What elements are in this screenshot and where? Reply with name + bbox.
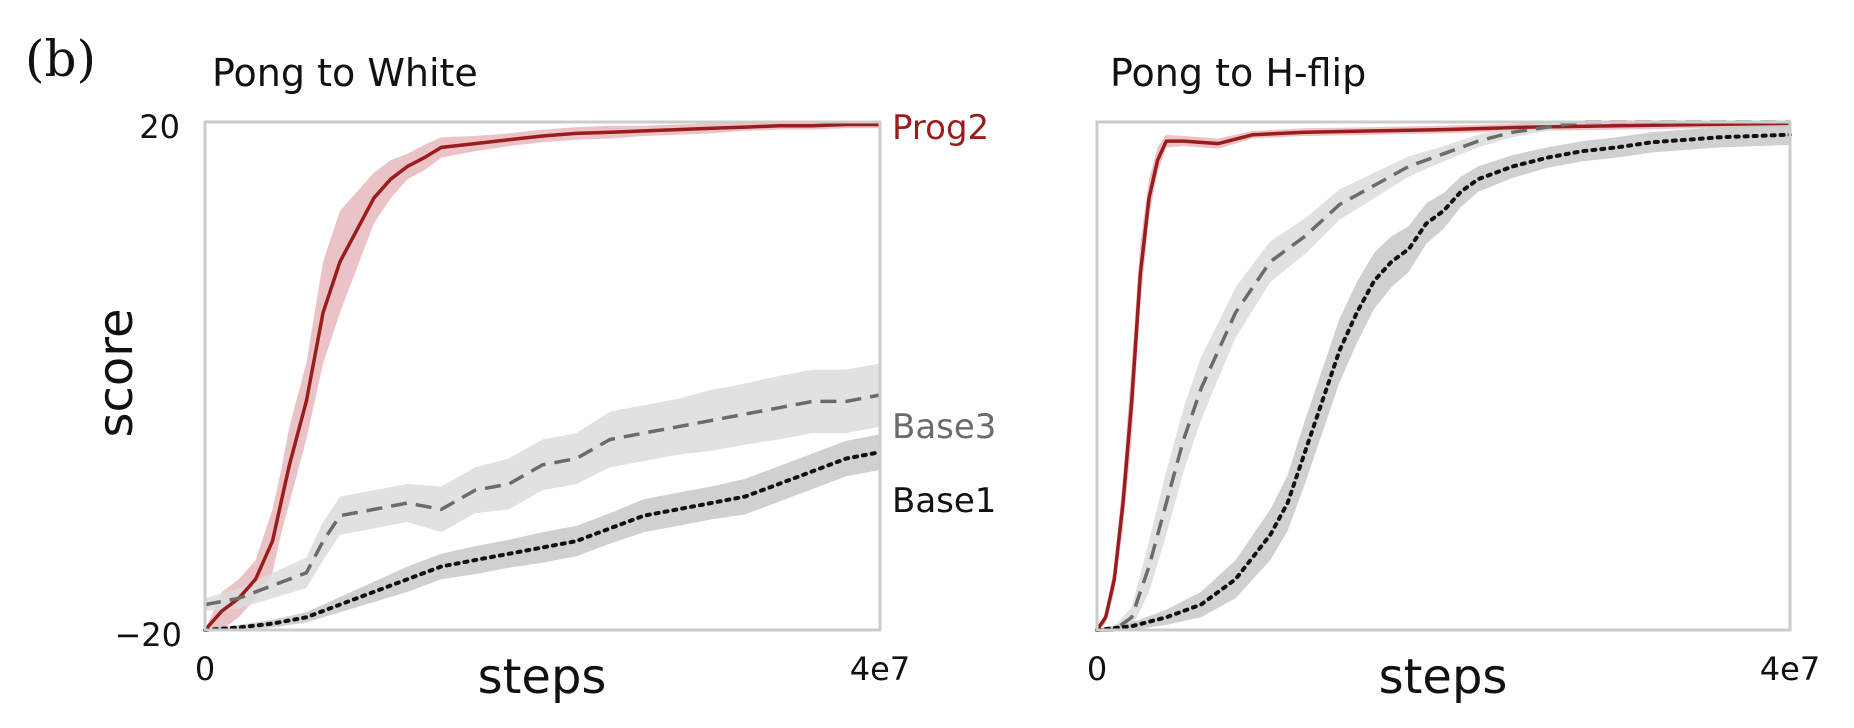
- series-label-base1: Base1: [892, 481, 996, 521]
- x-tick-label-left: 0: [1087, 650, 1107, 688]
- confidence-bands: [205, 122, 880, 630]
- band-base1: [205, 434, 880, 630]
- panel-label: (b): [25, 30, 96, 88]
- series-line-base1: [203, 450, 882, 632]
- x-tick-label-right: 4e7: [1760, 650, 1820, 688]
- chart-title: Pong to White: [212, 51, 478, 95]
- y-axis-label: score: [88, 309, 144, 438]
- plot-frame: [1095, 120, 1792, 632]
- series-lines: [203, 122, 882, 632]
- y-tick-label-bottom: −20: [114, 616, 182, 654]
- confidence-bands: [1097, 122, 1790, 630]
- x-tick-label-left: 0: [195, 650, 215, 688]
- series-line-prog2: [1095, 121, 1791, 631]
- chart-pong-to-white: Pong to White score 20 −20 0 4e7 steps P…: [88, 51, 996, 705]
- series-label-base3: Base3: [892, 407, 996, 447]
- series-label-prog2: Prog2: [892, 108, 989, 148]
- band-base1: [1097, 124, 1790, 630]
- x-axis-label: steps: [1379, 649, 1508, 705]
- chart-title: Pong to H-flip: [1110, 51, 1366, 95]
- series-line-prog2: [203, 122, 880, 632]
- series-lines: [1095, 120, 1792, 632]
- series-line-base1: [1095, 132, 1792, 632]
- band-base3: [1097, 122, 1790, 630]
- series-line-base3: [1097, 120, 1790, 632]
- series-line-base3: [204, 393, 881, 607]
- x-axis-label: steps: [478, 649, 607, 705]
- band-base3: [205, 363, 880, 611]
- x-tick-label-right: 4e7: [850, 650, 910, 688]
- y-tick-label-top: 20: [139, 108, 180, 146]
- plot-frame: [203, 120, 882, 632]
- chart-pong-to-hflip: Pong to H-flip 0 4e7 steps: [1087, 51, 1820, 705]
